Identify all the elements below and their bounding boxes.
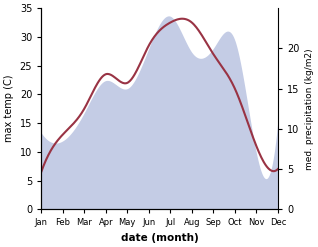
Y-axis label: med. precipitation (kg/m2): med. precipitation (kg/m2) <box>305 48 314 169</box>
X-axis label: date (month): date (month) <box>121 233 198 243</box>
Y-axis label: max temp (C): max temp (C) <box>4 75 14 143</box>
